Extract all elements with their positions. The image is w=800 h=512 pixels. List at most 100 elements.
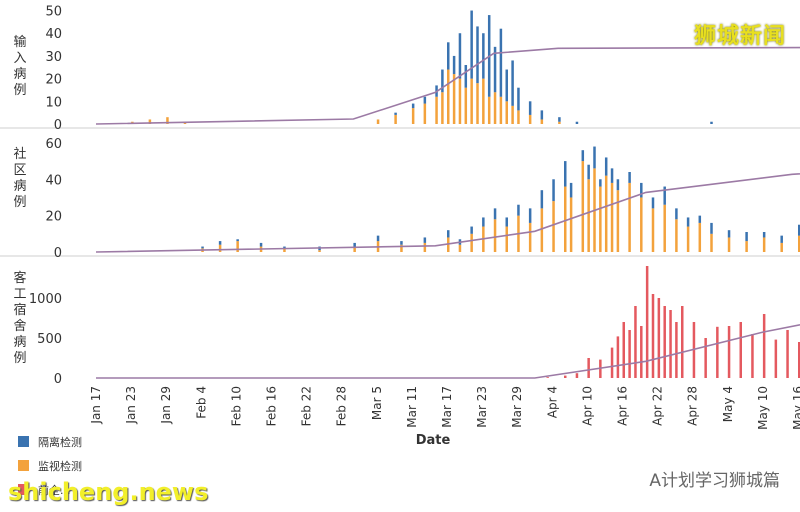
bar-surveillance [318, 250, 321, 252]
x-tick-label: Mar 17 [440, 386, 454, 428]
bar-quarantine [464, 65, 468, 88]
bar-quarantine [610, 168, 614, 183]
bar-dorm [716, 326, 719, 378]
y-tick-label: 20 [45, 73, 62, 88]
bar-quarantine [540, 110, 544, 120]
y-tick-label: 30 [45, 50, 62, 65]
bar-surveillance [493, 92, 497, 124]
bar-dorm [616, 336, 620, 378]
bar-quarantine [201, 246, 204, 249]
bar-quarantine [493, 208, 497, 220]
y-axis-label-char: 入 [13, 51, 26, 66]
bar-surveillance [423, 103, 427, 124]
bar-surveillance [452, 74, 456, 124]
bar-surveillance [511, 105, 514, 124]
legend-label: 隔离检测 [38, 435, 82, 449]
bar-surveillance [569, 197, 573, 252]
watermark-top: 狮城新闻 [693, 24, 786, 49]
cumulative-line [95, 173, 800, 253]
x-tick-label: Jan 23 [124, 386, 138, 425]
bar-quarantine [558, 117, 561, 122]
x-tick-label: Jan 17 [89, 386, 103, 425]
bar-surveillance [458, 244, 462, 252]
bar-quarantine [517, 204, 520, 216]
bar-surveillance [540, 119, 544, 124]
y-axis-label-char: 客 [13, 270, 26, 286]
bar-surveillance [628, 182, 631, 252]
bar-dorm [587, 358, 590, 378]
bar-surveillance [470, 78, 473, 124]
bar-surveillance [610, 182, 614, 252]
y-tick-label: 1000 [29, 292, 62, 307]
bar-dorm [669, 310, 672, 378]
legend-swatch [18, 484, 29, 495]
bar-surveillance [616, 190, 620, 252]
bar-quarantine [236, 239, 239, 242]
bar-quarantine [762, 232, 766, 238]
y-axis-label-char: 病 [13, 179, 26, 194]
bar-surveillance [411, 108, 415, 124]
watermark-wechat: A计划学习狮城篇 [649, 471, 780, 491]
x-tick-label: Apr 10 [580, 386, 594, 426]
bar-dorm [786, 330, 789, 378]
bar-quarantine [376, 235, 380, 242]
bar-quarantine [259, 242, 263, 247]
bar-quarantine [581, 150, 585, 162]
bar-quarantine [441, 69, 444, 93]
bar-dorm [675, 322, 678, 378]
bar-surveillance [727, 237, 731, 252]
bar-surveillance [762, 237, 766, 252]
bar-surveillance [447, 69, 450, 124]
bar-quarantine [686, 217, 690, 227]
bar-quarantine [798, 224, 800, 236]
y-axis-label-char: 例 [13, 195, 26, 210]
y-axis-label-char: 病 [13, 67, 26, 82]
bar-quarantine [411, 103, 415, 109]
y-axis-label-char: 工 [13, 287, 26, 302]
bar-surveillance [464, 87, 468, 124]
x-tick-label: Mar 11 [405, 386, 419, 428]
bar-surveillance [283, 248, 286, 252]
bar-surveillance [236, 241, 239, 252]
bar-surveillance [587, 179, 590, 252]
bar-surveillance [710, 233, 713, 252]
x-tick-label: Apr 22 [651, 386, 665, 426]
bar-quarantine [745, 232, 748, 242]
bar-dorm [762, 314, 766, 378]
bar-dorm [739, 322, 742, 378]
bar-quarantine [651, 197, 655, 209]
bar-surveillance [493, 219, 497, 252]
bar-quarantine [628, 172, 631, 183]
x-axis-label: Date [416, 433, 451, 448]
x-tick-label: Mar 29 [510, 386, 524, 428]
x-tick-label: Apr 16 [616, 386, 630, 426]
bar-quarantine [470, 10, 473, 79]
bar-surveillance [148, 119, 152, 124]
bar-dorm [634, 306, 637, 378]
bar-quarantine [458, 33, 462, 79]
x-tick-label: Jan 29 [159, 386, 173, 425]
bar-quarantine [423, 237, 427, 243]
bar-surveillance [517, 110, 520, 124]
legend-label: 前全... [38, 483, 71, 497]
bar-quarantine [218, 241, 222, 245]
bar-surveillance [745, 241, 748, 252]
y-tick-label: 0 [54, 246, 62, 261]
bar-dorm [651, 294, 655, 378]
x-tick-label: May 16 [791, 386, 800, 430]
bar-surveillance [435, 96, 438, 124]
bar-surveillance [564, 186, 567, 252]
bar-quarantine [710, 222, 713, 234]
bar-dorm [622, 322, 625, 378]
legend-swatch [18, 460, 29, 471]
bar-surveillance [353, 246, 356, 252]
x-tick-label: May 10 [756, 386, 770, 430]
legend-swatch [18, 436, 29, 447]
bar-quarantine [353, 242, 356, 247]
bar-dorm [681, 306, 684, 378]
bar-quarantine [710, 121, 713, 124]
y-axis-label-char: 输 [13, 34, 26, 50]
bar-quarantine [482, 217, 485, 227]
cumulative-line [95, 46, 800, 125]
